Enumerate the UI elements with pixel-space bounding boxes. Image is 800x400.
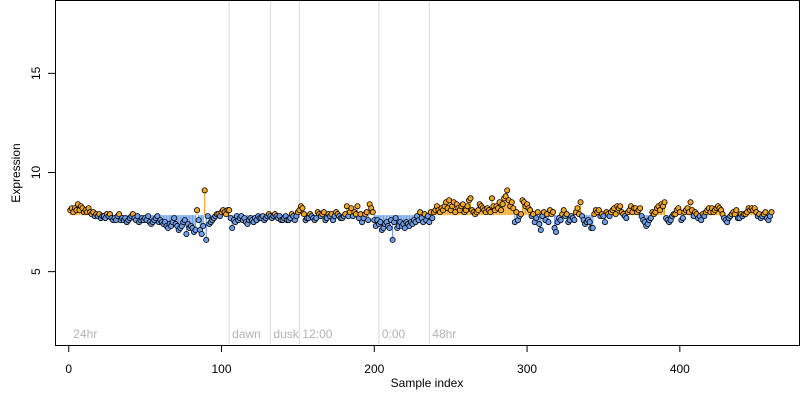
marker-label: 24hr bbox=[73, 327, 97, 341]
data-point bbox=[504, 187, 511, 194]
data-point bbox=[502, 193, 509, 200]
data-point bbox=[488, 195, 495, 202]
data-point bbox=[426, 219, 433, 226]
data-point bbox=[586, 219, 593, 226]
data-point bbox=[510, 205, 517, 212]
x-axis-label: Sample index bbox=[391, 376, 464, 390]
data-point bbox=[637, 205, 644, 212]
y-axis: 5 10 15 bbox=[29, 66, 56, 275]
data-point bbox=[601, 219, 608, 226]
marker-label: dusk bbox=[273, 327, 299, 341]
y-tick-label: 5 bbox=[29, 268, 43, 275]
data-point bbox=[508, 199, 515, 206]
data-point bbox=[617, 203, 624, 210]
data-point bbox=[537, 226, 544, 233]
x-tick-label: 400 bbox=[670, 362, 690, 376]
data-point bbox=[545, 219, 552, 226]
data-point bbox=[389, 236, 396, 243]
data-point bbox=[595, 207, 602, 214]
data-point bbox=[201, 187, 208, 194]
data-point bbox=[301, 211, 308, 218]
data-point bbox=[647, 215, 654, 222]
data-point bbox=[499, 201, 506, 208]
data-point bbox=[145, 213, 152, 220]
data-point bbox=[656, 207, 663, 214]
data-point bbox=[365, 217, 372, 224]
data-point bbox=[200, 223, 207, 230]
data-point bbox=[498, 207, 505, 214]
data-point bbox=[369, 209, 376, 216]
data-point bbox=[577, 199, 584, 206]
data-point bbox=[195, 217, 202, 224]
data-point bbox=[550, 209, 557, 216]
y-axis-label: Expression bbox=[9, 143, 23, 202]
data-point bbox=[467, 195, 474, 202]
marker-label: 48hr bbox=[432, 327, 456, 341]
marker-lines bbox=[228, 1, 430, 344]
x-tick-label: 100 bbox=[212, 362, 232, 376]
data-point bbox=[181, 217, 188, 224]
data-point bbox=[612, 211, 619, 218]
data-point bbox=[116, 211, 123, 218]
data-point bbox=[768, 209, 775, 216]
data-point bbox=[553, 228, 560, 235]
x-tick-label: 300 bbox=[517, 362, 537, 376]
x-axis: 0 100 200 300 400 bbox=[65, 345, 690, 376]
marker-label: 12:00 bbox=[302, 327, 332, 341]
data-point bbox=[557, 217, 564, 224]
data-point bbox=[348, 205, 355, 212]
data-point bbox=[687, 199, 694, 206]
data-point bbox=[226, 207, 233, 214]
data-point bbox=[536, 221, 543, 228]
data-point bbox=[392, 215, 399, 222]
data-point bbox=[527, 207, 534, 214]
y-tick-label: 15 bbox=[29, 66, 43, 80]
data-point bbox=[171, 215, 178, 222]
data-point bbox=[363, 209, 370, 216]
data-point bbox=[204, 213, 211, 220]
data-point bbox=[589, 225, 596, 232]
data-point bbox=[429, 215, 436, 222]
plot-frame bbox=[55, 0, 800, 346]
data-point bbox=[733, 207, 740, 214]
data-points bbox=[67, 187, 775, 243]
data-point bbox=[183, 230, 190, 237]
data-point bbox=[464, 203, 471, 210]
data-point bbox=[198, 230, 205, 237]
data-point bbox=[299, 205, 306, 212]
data-point bbox=[203, 236, 210, 243]
marker-label: dawn bbox=[232, 327, 261, 341]
data-point bbox=[517, 211, 524, 218]
data-point bbox=[229, 225, 236, 232]
data-point bbox=[661, 199, 668, 206]
y-tick-label: 10 bbox=[29, 166, 43, 180]
data-point bbox=[533, 215, 540, 222]
data-point bbox=[534, 209, 541, 216]
data-point bbox=[679, 215, 686, 222]
data-point bbox=[623, 215, 630, 222]
data-point bbox=[354, 203, 361, 210]
data-point bbox=[698, 217, 705, 224]
data-point bbox=[571, 217, 578, 224]
data-point bbox=[560, 207, 567, 214]
x-tick-label: 200 bbox=[364, 362, 384, 376]
data-point bbox=[762, 209, 769, 216]
marker-labels: 24hr dawn dusk 12:00 0:00 48hr bbox=[73, 327, 456, 341]
x-tick-label: 0 bbox=[65, 362, 72, 376]
data-point bbox=[574, 205, 581, 212]
data-point bbox=[386, 225, 393, 232]
data-point bbox=[154, 213, 161, 220]
data-point bbox=[194, 207, 201, 214]
marker-label: 0:00 bbox=[382, 327, 406, 341]
